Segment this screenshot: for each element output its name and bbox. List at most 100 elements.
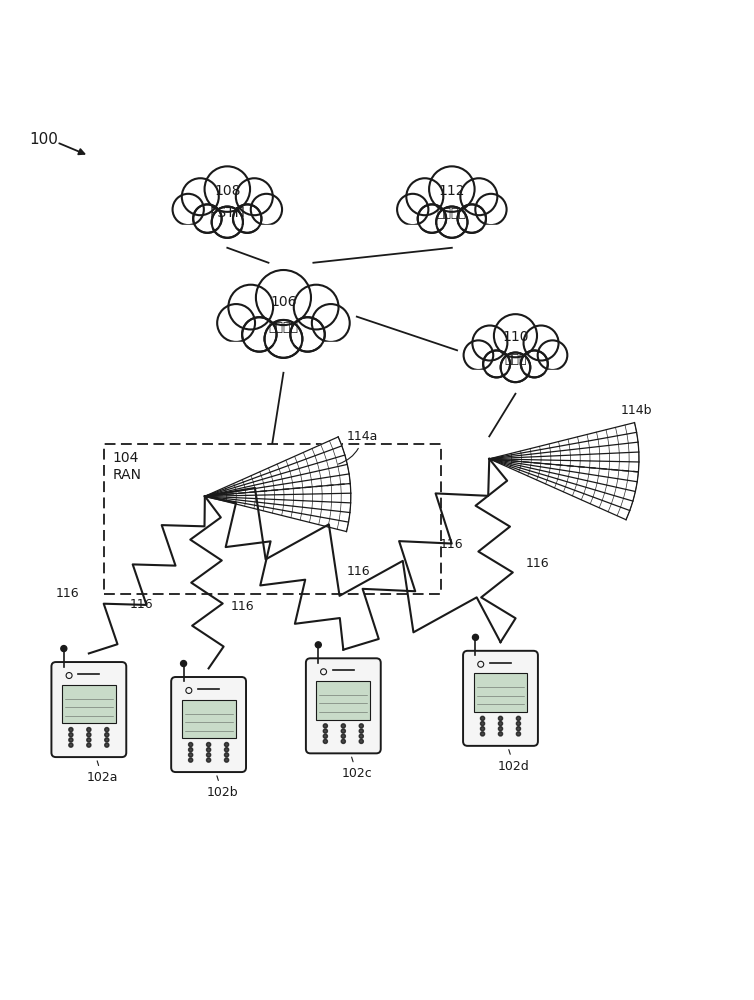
Circle shape xyxy=(105,743,109,747)
Circle shape xyxy=(323,729,327,733)
Circle shape xyxy=(173,194,204,225)
Circle shape xyxy=(498,732,503,736)
Circle shape xyxy=(342,739,345,743)
Text: 112: 112 xyxy=(439,184,465,198)
Circle shape xyxy=(193,204,222,233)
Text: 102a: 102a xyxy=(87,761,118,784)
Circle shape xyxy=(105,738,109,742)
Circle shape xyxy=(498,727,503,731)
Circle shape xyxy=(516,716,520,720)
Text: 核心网络: 核心网络 xyxy=(268,321,299,334)
Circle shape xyxy=(458,204,486,233)
Ellipse shape xyxy=(219,285,348,348)
Circle shape xyxy=(472,326,507,361)
Circle shape xyxy=(342,734,345,738)
Circle shape xyxy=(61,646,67,652)
Circle shape xyxy=(406,178,443,215)
Circle shape xyxy=(397,194,428,225)
Circle shape xyxy=(207,742,210,747)
Circle shape xyxy=(461,178,498,215)
Circle shape xyxy=(315,642,321,648)
Bar xyxy=(62,685,116,723)
Circle shape xyxy=(464,340,493,370)
Circle shape xyxy=(233,204,262,233)
Ellipse shape xyxy=(399,179,505,230)
Circle shape xyxy=(498,721,503,726)
Circle shape xyxy=(188,742,193,747)
Circle shape xyxy=(494,314,537,357)
Circle shape xyxy=(418,204,446,233)
Circle shape xyxy=(87,738,91,742)
Circle shape xyxy=(207,753,210,757)
FancyBboxPatch shape xyxy=(463,651,538,746)
Circle shape xyxy=(105,728,109,732)
Text: 其他网络: 其他网络 xyxy=(437,207,467,220)
Circle shape xyxy=(480,727,485,731)
Bar xyxy=(182,700,235,738)
Text: 116: 116 xyxy=(526,557,550,570)
Circle shape xyxy=(188,748,193,752)
Circle shape xyxy=(87,733,91,737)
Circle shape xyxy=(342,724,345,728)
Bar xyxy=(474,673,528,712)
Circle shape xyxy=(498,716,503,720)
FancyBboxPatch shape xyxy=(171,677,246,772)
Circle shape xyxy=(69,738,73,742)
Circle shape xyxy=(516,727,520,731)
Circle shape xyxy=(294,285,339,329)
Circle shape xyxy=(290,317,325,352)
Circle shape xyxy=(87,743,91,747)
FancyBboxPatch shape xyxy=(51,662,126,757)
Circle shape xyxy=(265,320,302,358)
Circle shape xyxy=(225,758,228,762)
Circle shape xyxy=(483,350,510,377)
Circle shape xyxy=(359,734,363,738)
Circle shape xyxy=(359,724,363,728)
Text: 100: 100 xyxy=(29,132,58,147)
Circle shape xyxy=(516,732,520,736)
Circle shape xyxy=(217,304,255,342)
Circle shape xyxy=(359,729,363,733)
Polygon shape xyxy=(205,437,351,532)
Text: 116: 116 xyxy=(231,600,254,613)
Circle shape xyxy=(323,739,327,743)
Circle shape xyxy=(225,748,228,752)
Circle shape xyxy=(473,634,479,640)
Circle shape xyxy=(204,166,250,212)
Circle shape xyxy=(538,340,567,370)
Circle shape xyxy=(188,758,193,762)
Text: 因特网: 因特网 xyxy=(504,353,527,366)
Circle shape xyxy=(207,748,210,752)
Text: 114b: 114b xyxy=(621,404,651,417)
Circle shape xyxy=(521,350,548,377)
Circle shape xyxy=(437,207,467,238)
Circle shape xyxy=(69,743,73,747)
Circle shape xyxy=(480,721,485,726)
Circle shape xyxy=(475,194,507,225)
Circle shape xyxy=(207,758,210,762)
Text: RAN: RAN xyxy=(113,468,142,482)
Circle shape xyxy=(323,734,327,738)
Ellipse shape xyxy=(465,326,566,375)
Text: PSTN: PSTN xyxy=(210,206,245,220)
Ellipse shape xyxy=(174,179,280,230)
Bar xyxy=(317,681,370,720)
Text: 106: 106 xyxy=(270,295,296,309)
Circle shape xyxy=(242,317,277,352)
Text: 116: 116 xyxy=(440,538,464,551)
Circle shape xyxy=(523,326,559,361)
Circle shape xyxy=(251,194,282,225)
Circle shape xyxy=(323,724,327,728)
Text: 102c: 102c xyxy=(342,757,372,780)
Polygon shape xyxy=(489,423,639,520)
Circle shape xyxy=(212,207,243,238)
Circle shape xyxy=(228,285,273,329)
Text: 116: 116 xyxy=(130,598,153,611)
Text: 102b: 102b xyxy=(207,776,238,799)
Circle shape xyxy=(105,733,109,737)
FancyBboxPatch shape xyxy=(306,658,381,753)
Circle shape xyxy=(516,721,520,726)
Circle shape xyxy=(69,728,73,732)
Circle shape xyxy=(180,661,186,667)
Circle shape xyxy=(359,739,363,743)
